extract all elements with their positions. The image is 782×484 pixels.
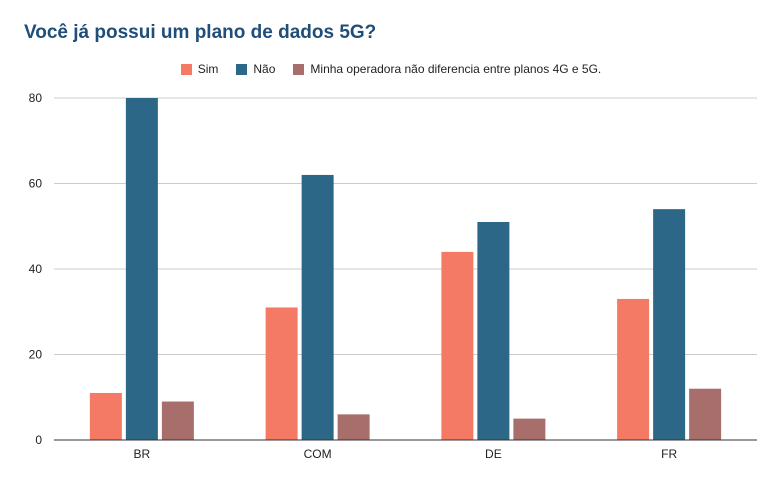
bar-com-series-2 (337, 414, 370, 440)
legend-item-2: Minha operadora não diferencia entre pla… (293, 62, 601, 76)
bar-br-series-0 (89, 392, 122, 440)
y-tick-label: 20 (29, 348, 43, 362)
y-axis-ticks: 0 20 40 60 80 (29, 91, 43, 447)
y-tick-label: 80 (29, 91, 43, 105)
legend-item-0: Sim (180, 62, 219, 76)
bar-de-series-0 (441, 251, 474, 440)
bar-br-series-1 (125, 98, 158, 440)
bar-fr-series-2 (689, 388, 722, 440)
y-tick-label: 0 (35, 433, 42, 447)
bar-br-series-2 (161, 401, 194, 440)
bar-fr-series-1 (653, 209, 686, 440)
bar-com-series-0 (265, 307, 298, 440)
bar-de-series-2 (513, 418, 546, 440)
x-tick-label: COM (304, 447, 332, 461)
y-tick-label: 40 (29, 262, 43, 276)
legend-swatch (180, 63, 192, 75)
x-tick-label: DE (485, 447, 502, 461)
bar-com-series-1 (301, 174, 334, 440)
x-axis-ticks: BR COM DE FR (134, 447, 678, 461)
legend-label: Minha operadora não diferencia entre pla… (310, 62, 602, 76)
y-tick-label: 60 (29, 177, 43, 191)
bar-fr-series-0 (617, 298, 650, 440)
legend-swatch (236, 63, 248, 75)
legend-label: Sim (197, 62, 219, 76)
chart-title: Você já possui um plano de dados 5G? (24, 22, 377, 43)
x-tick-label: FR (661, 447, 677, 461)
legend: Sim Não Minha operadora não diferencia ent… (0, 62, 782, 76)
gridlines (54, 97, 757, 355)
bars (89, 98, 722, 440)
legend-item-1: Não (236, 62, 275, 76)
x-tick-label: BR (134, 447, 151, 461)
bar-de-series-1 (477, 221, 510, 440)
legend-swatch (293, 63, 305, 75)
legend-label: Não (253, 62, 276, 76)
